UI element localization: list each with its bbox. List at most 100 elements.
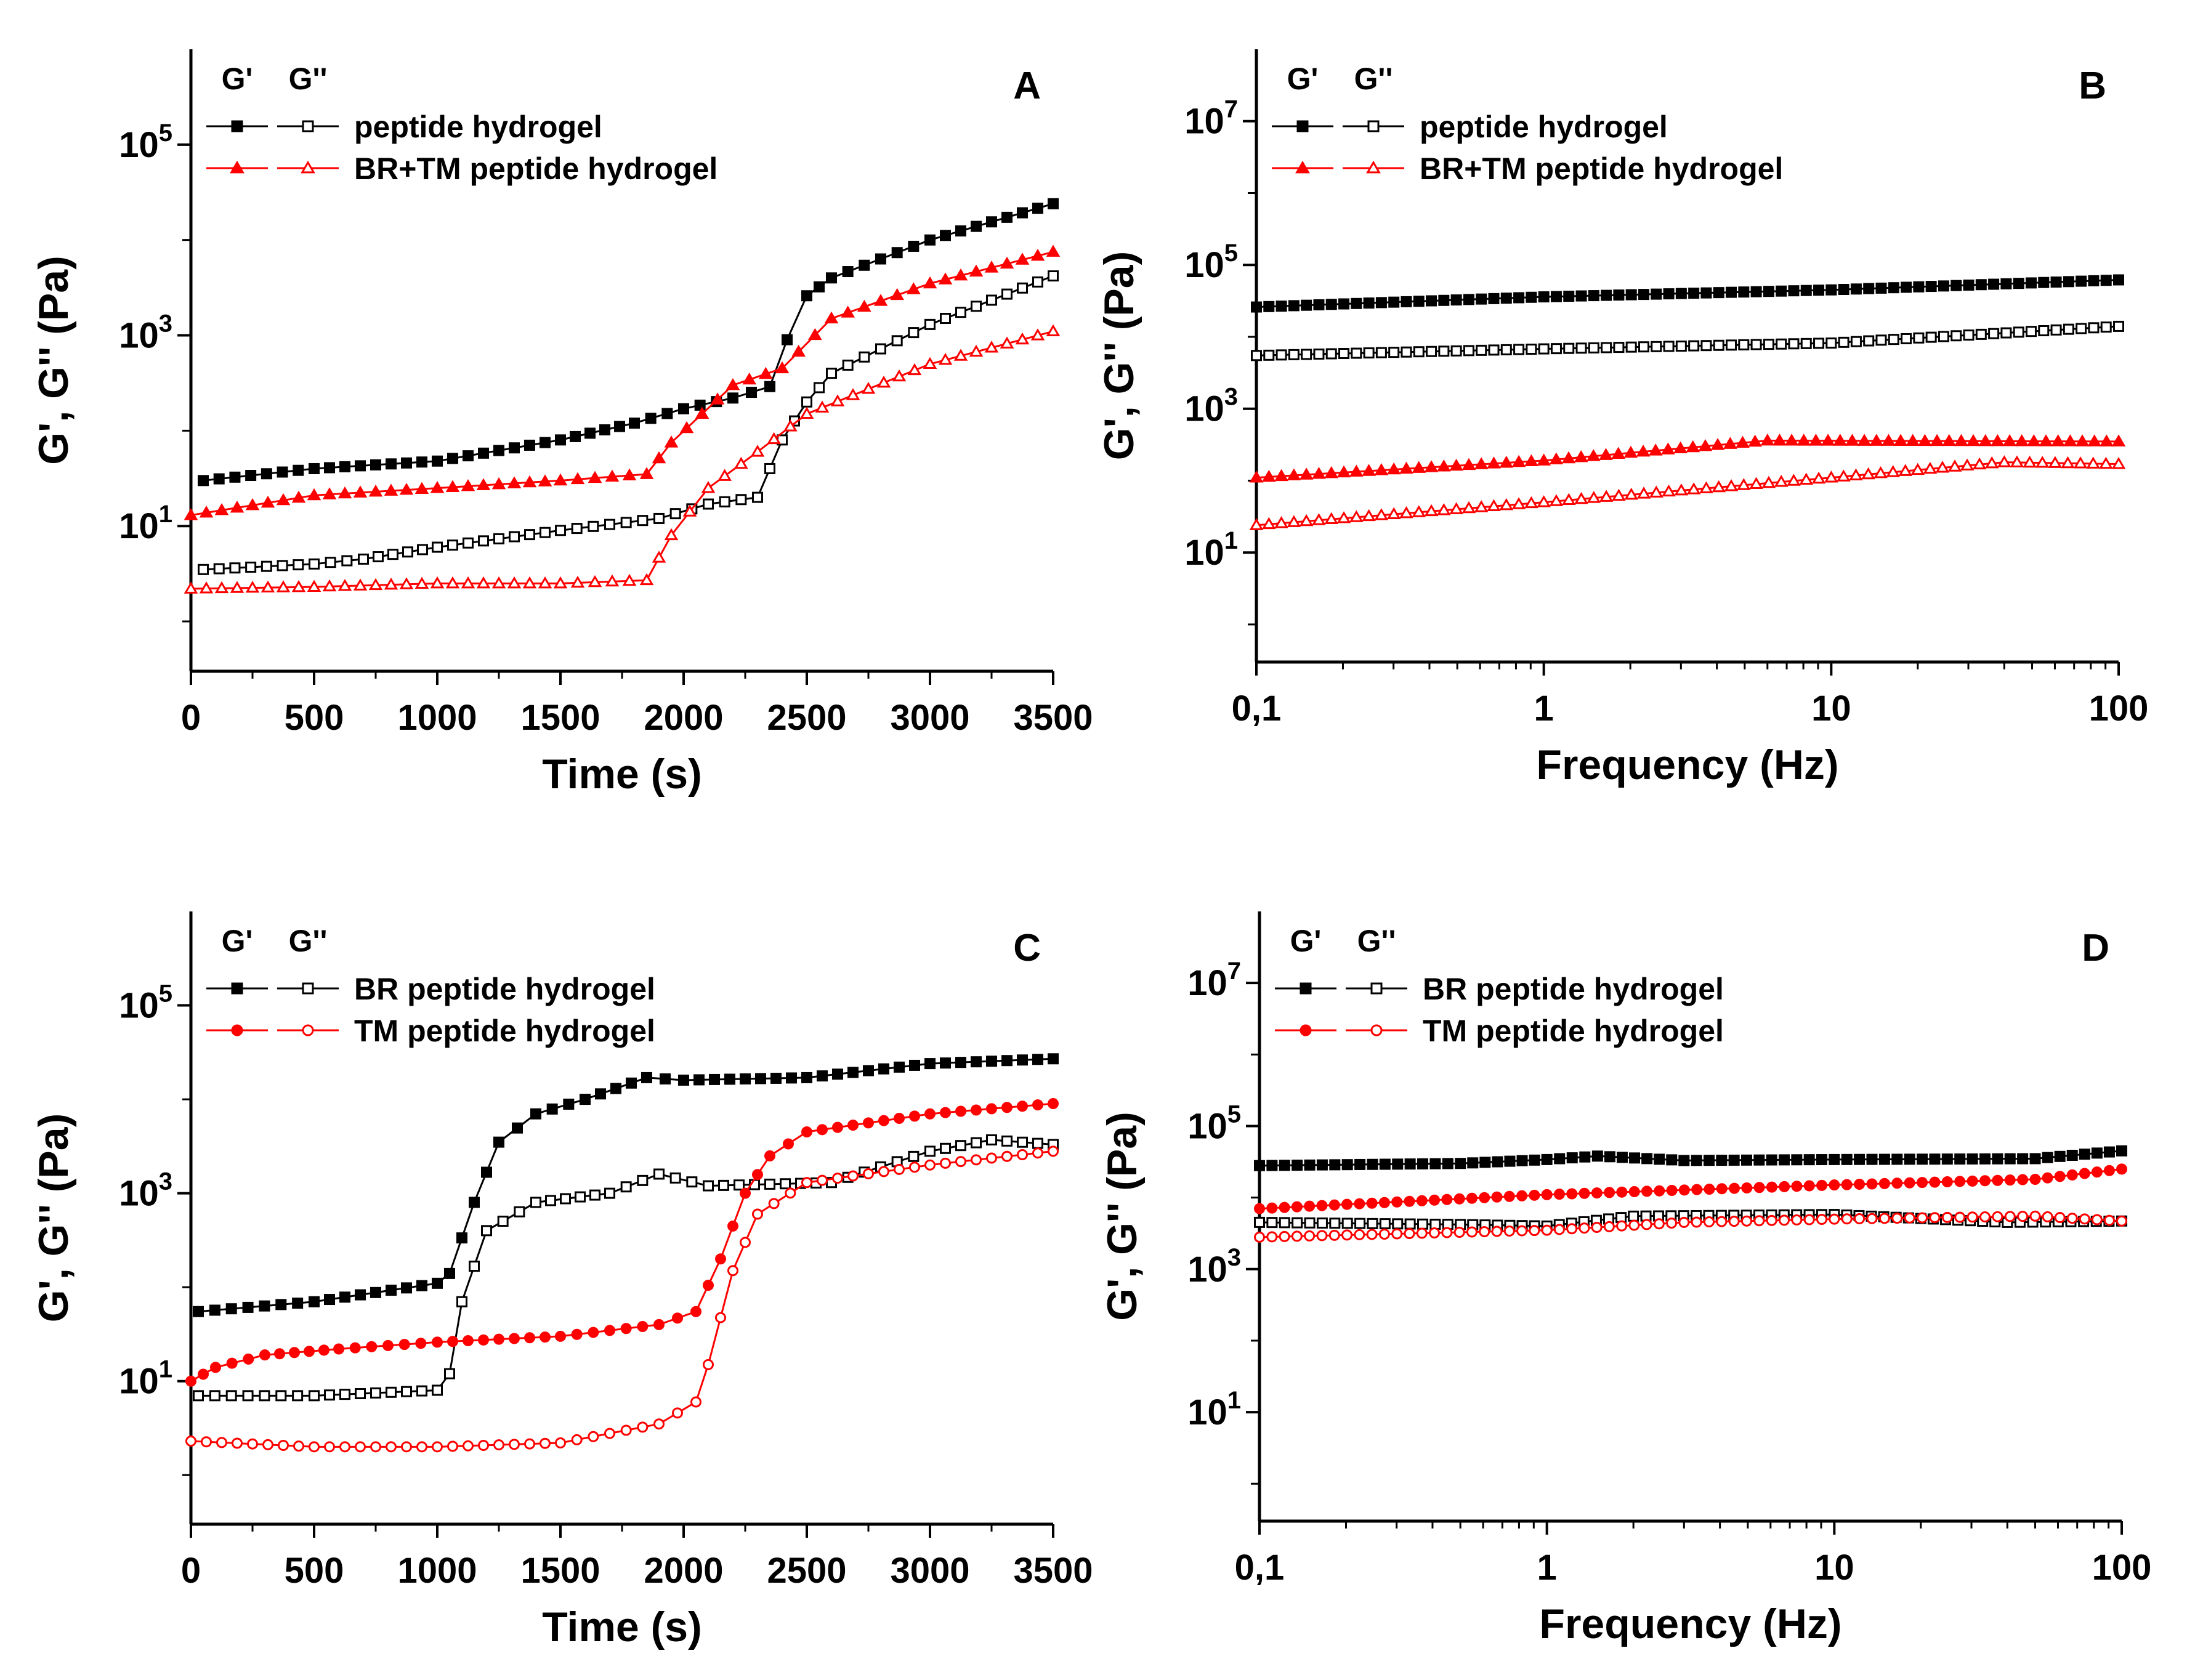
data-point [245, 470, 257, 482]
data-point [1866, 1213, 1878, 1224]
data-point [759, 366, 773, 379]
data-point [1429, 1227, 1441, 1238]
data-point [1797, 434, 1811, 446]
data-point [275, 1299, 287, 1310]
data-point [213, 563, 225, 575]
data-point [463, 1440, 474, 1452]
data-point [1738, 286, 1750, 298]
data-point [1524, 454, 1538, 467]
data-point [1379, 1158, 1391, 1170]
data-point [1716, 1216, 1728, 1227]
data-point [605, 574, 620, 587]
data-point [1904, 1177, 1915, 1189]
data-point [726, 378, 740, 390]
data-point [1809, 434, 1823, 446]
y-tick-exponent: 1 [159, 501, 172, 528]
data-point [1491, 1226, 1503, 1237]
data-point [1975, 279, 1987, 291]
data-point [1491, 1191, 1503, 1203]
data-point [817, 1070, 828, 1082]
data-point [274, 1348, 285, 1360]
data-point [1476, 293, 1487, 305]
data-point [1292, 1160, 1303, 1171]
series-line [190, 1102, 1054, 1383]
data-point [1404, 1195, 1415, 1207]
data-point [225, 1303, 237, 1315]
data-point [1651, 341, 1662, 352]
data-point [588, 1431, 599, 1442]
data-point [641, 1072, 652, 1083]
data-point [1641, 1219, 1652, 1230]
data-point [969, 344, 984, 357]
data-point [1401, 346, 1412, 358]
data-point [386, 1441, 397, 1453]
series-0 [1254, 1145, 2127, 1171]
data-point [339, 461, 350, 472]
data-point [1541, 1189, 1553, 1200]
data-point [277, 466, 288, 478]
data-point [401, 1386, 412, 1397]
data-point [1930, 434, 1944, 446]
data-point [938, 352, 953, 365]
data-point [384, 577, 398, 590]
data-point [2004, 1211, 2016, 1222]
data-point [1688, 288, 1700, 299]
data-point [1599, 448, 1613, 460]
data-point [746, 387, 757, 398]
data-point [242, 1390, 254, 1402]
data-point [841, 305, 855, 318]
data-point [955, 1156, 966, 1168]
data-point [1604, 1187, 1615, 1198]
data-point [1449, 502, 1463, 514]
data-point [1728, 1216, 1740, 1227]
data-point [414, 482, 429, 494]
y-tick-label: 105 [1187, 1100, 1241, 1146]
data-point [1537, 453, 1551, 466]
data-point [1017, 1149, 1028, 1160]
data-point [1378, 1228, 1390, 1240]
y-tick-exponent: 5 [1224, 240, 1238, 267]
data-point [1463, 345, 1474, 357]
legend-entry: peptide hydrogel [1272, 110, 1668, 144]
panel-c: 0 500 1000 1500 2000 2500 3000 3500101103105Tim… [30, 911, 1093, 1650]
data-point [416, 1280, 427, 1291]
data-point [184, 508, 198, 520]
data-point [599, 424, 610, 436]
data-point [386, 1285, 397, 1296]
data-point [2004, 1153, 2016, 1165]
data-point [1649, 485, 1663, 498]
data-point [555, 525, 566, 536]
data-point [817, 1124, 828, 1136]
data-point [940, 1107, 951, 1118]
data-point [386, 1386, 397, 1398]
data-point [752, 1208, 763, 1220]
data-point [399, 577, 414, 589]
data-point [653, 1319, 665, 1330]
x-tick-label: 10 [1814, 1548, 1854, 1588]
data-point [1275, 349, 1287, 361]
data-point [476, 478, 491, 490]
data-point [1263, 349, 1275, 361]
data-point [775, 361, 790, 374]
data-point [1579, 1187, 1590, 1199]
data-point [986, 216, 997, 228]
data-point [1488, 344, 1500, 356]
data-point [1703, 1216, 1715, 1228]
data-point [540, 437, 551, 448]
data-point [1417, 1158, 1429, 1169]
data-point [1963, 279, 1975, 291]
data-point [493, 533, 504, 544]
data-point [1566, 1152, 1578, 1164]
data-point [801, 1072, 812, 1083]
y-tick-base: 10 [1187, 963, 1227, 1003]
data-point [832, 1173, 843, 1184]
data-point [1893, 434, 1908, 446]
data-point [1723, 437, 1737, 449]
x-tick-label: 2000 [644, 698, 723, 738]
data-point [715, 1312, 726, 1323]
y-tick-label: 105 [119, 119, 172, 165]
y-tick-base: 10 [1187, 1250, 1227, 1290]
data-point [1878, 1153, 1890, 1165]
data-point [653, 512, 665, 524]
